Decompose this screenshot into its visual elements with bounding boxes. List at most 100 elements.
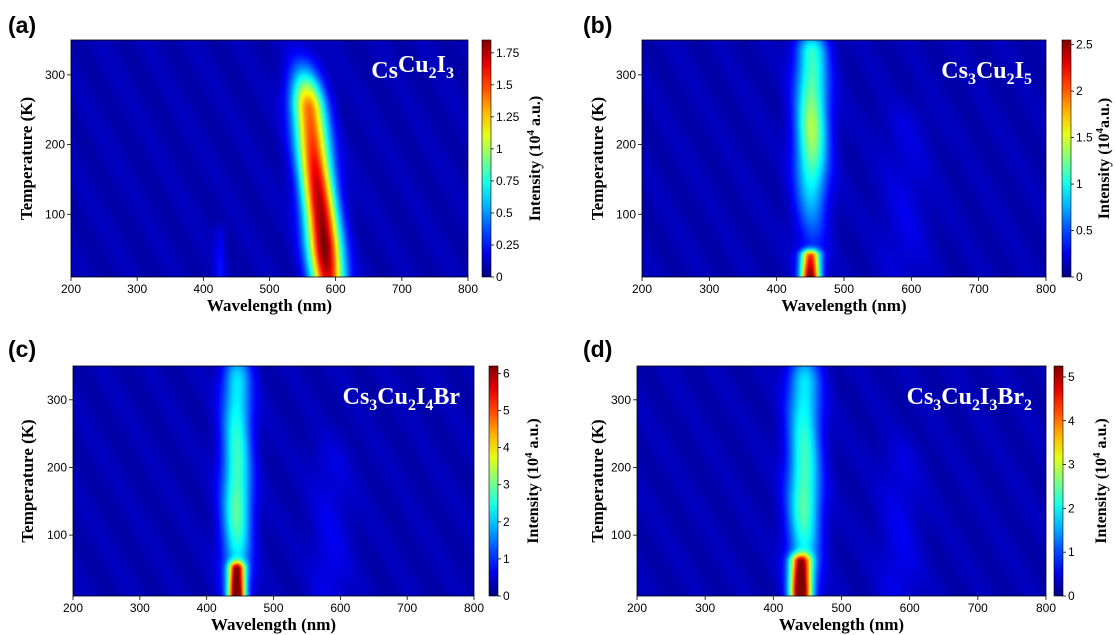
y-tick-label: 300 — [47, 393, 67, 407]
y-tick-label: 100 — [45, 207, 65, 221]
panel-d: (d) 200 300 400 500 600 700 800 100 200 300 Wavelen… — [583, 336, 1110, 634]
colorbar-tick-label: 0.5 — [496, 206, 513, 220]
colorbar-tick-label: 0 — [1068, 589, 1075, 603]
compound-subscript: 2 — [429, 65, 437, 82]
panel-label: (a) — [8, 12, 36, 38]
colorbar-tick-label: 0.75 — [496, 174, 520, 188]
colorbar-tick-label: 0 — [503, 589, 510, 603]
colorbar-label-text: a.u.) — [525, 418, 542, 452]
colorbar-tick-label: 2 — [1068, 501, 1075, 515]
x-axis-label: Wavelength (nm) — [207, 296, 332, 315]
x-tick-label: 300 — [127, 282, 147, 296]
compound-subscript: 3 — [968, 71, 976, 88]
heatmap-image — [637, 366, 1046, 596]
compound-text: Cu — [398, 52, 429, 78]
compound-subscript: 5 — [1024, 71, 1032, 88]
compound-text: I — [1015, 58, 1024, 84]
compound-label: Cs3Cu2I5 — [941, 58, 1032, 88]
x-axis-label: Wavelength (nm) — [781, 296, 906, 315]
colorbar-label: Intensity (104a.u.) — [1094, 98, 1113, 220]
compound-text: Cu — [976, 58, 1007, 84]
colorbar-tick-label: 5 — [503, 404, 510, 418]
y-axis-label: Temperature (K) — [18, 419, 37, 542]
y-tick-label: 300 — [611, 393, 631, 407]
x-tick-label: 800 — [458, 282, 478, 296]
y-tick-label: 300 — [616, 68, 636, 82]
x-tick-label: 300 — [130, 601, 150, 615]
colorbar — [1061, 39, 1072, 278]
compound-text: Cs — [343, 384, 370, 410]
compound-subscript: 3 — [369, 397, 377, 414]
panel-label: (c) — [8, 336, 36, 362]
x-tick-label: 500 — [834, 282, 854, 296]
compound-text: Br — [433, 384, 460, 410]
colorbar-tick-label: 3 — [1068, 458, 1075, 472]
y-tick-label: 100 — [47, 528, 67, 542]
x-axis-label: Wavelength (nm) — [211, 615, 336, 634]
compound-text: Cs — [941, 58, 968, 84]
x-tick-label: 200 — [627, 601, 647, 615]
x-tick-label: 400 — [763, 601, 783, 615]
colorbar — [1053, 365, 1064, 597]
colorbar-tick-label: 2.5 — [1076, 38, 1093, 52]
colorbar — [488, 365, 499, 597]
heatmap-image — [71, 40, 468, 277]
colorbar-tick-label: 5 — [1068, 370, 1075, 384]
colorbar-label-text: Intensity (10 — [525, 458, 542, 544]
colorbar-tick-label: 4 — [503, 441, 510, 455]
x-tick-label: 600 — [330, 601, 350, 615]
colorbar-label: Intensity (104 a.u.) — [523, 418, 542, 544]
heatmap-image — [642, 40, 1046, 277]
x-tick-label: 400 — [197, 601, 217, 615]
colorbar-tick-label: 0 — [496, 270, 503, 284]
x-tick-label: 700 — [969, 282, 989, 296]
panel-label: (b) — [583, 12, 612, 38]
x-tick-label: 400 — [767, 282, 787, 296]
colorbar-label-text: Intensity (10 — [1096, 133, 1113, 219]
colorbar-tick-label: 1.5 — [1076, 131, 1093, 145]
x-tick-label: 500 — [831, 601, 851, 615]
y-tick-label: 200 — [45, 138, 65, 152]
compound-label: CsCu2I3 — [371, 52, 454, 84]
compound-text: I — [980, 384, 989, 410]
x-tick-label: 700 — [392, 282, 412, 296]
compound-subscript: 2 — [1024, 397, 1032, 414]
compound-subscript: 3 — [446, 65, 454, 82]
compound-label: Cs3Cu2I4Br — [343, 384, 461, 414]
compound-text: Cu — [377, 384, 408, 410]
y-axis-label: Temperature (K) — [588, 97, 607, 220]
colorbar-tick-label: 3 — [503, 478, 510, 492]
colorbar-label-superscript: 4 — [525, 129, 537, 135]
panel-a: (a) 200 300 400 500 600 700 800 100 200 300 Wavelen… — [8, 12, 544, 315]
colorbar-label: Intensity (104 a.u.) — [525, 96, 544, 222]
x-tick-label: 200 — [63, 601, 83, 615]
x-tick-label: 800 — [1036, 601, 1056, 615]
colorbar — [481, 39, 492, 278]
colorbar-tick-label: 1 — [1076, 177, 1083, 191]
panel-b: (b) 200 300 400 500 600 700 800 100 200 300 Wavelen… — [583, 12, 1113, 315]
colorbar-tick-label: 1.75 — [496, 46, 520, 60]
colorbar-label-text: a.u.) — [1093, 418, 1110, 452]
colorbar-tick-label: 1 — [503, 552, 510, 566]
colorbar-label-text: Intensity (10 — [1093, 458, 1110, 544]
x-tick-label: 300 — [699, 282, 719, 296]
x-tick-label: 600 — [900, 601, 920, 615]
colorbar-label-superscript: 4 — [523, 452, 535, 458]
x-tick-label: 700 — [397, 601, 417, 615]
colorbar-tick-label: 4 — [1068, 414, 1075, 428]
x-tick-label: 300 — [695, 601, 715, 615]
colorbar-tick-label: 0 — [1076, 270, 1083, 284]
colorbar-label-superscript: 4 — [1094, 127, 1106, 133]
compound-text: I — [416, 384, 425, 410]
compound-subscript: 3 — [989, 397, 997, 414]
compound-text: Cs — [371, 58, 398, 84]
x-tick-label: 700 — [968, 601, 988, 615]
compound-text: Br — [997, 384, 1024, 410]
colorbar-tick-label: 2 — [1076, 84, 1083, 98]
y-tick-label: 200 — [47, 460, 67, 474]
y-tick-label: 100 — [611, 528, 631, 542]
x-tick-label: 400 — [193, 282, 213, 296]
y-tick-label: 200 — [616, 138, 636, 152]
y-tick-label: 200 — [611, 460, 631, 474]
y-axis-label: Temperature (K) — [588, 419, 607, 542]
